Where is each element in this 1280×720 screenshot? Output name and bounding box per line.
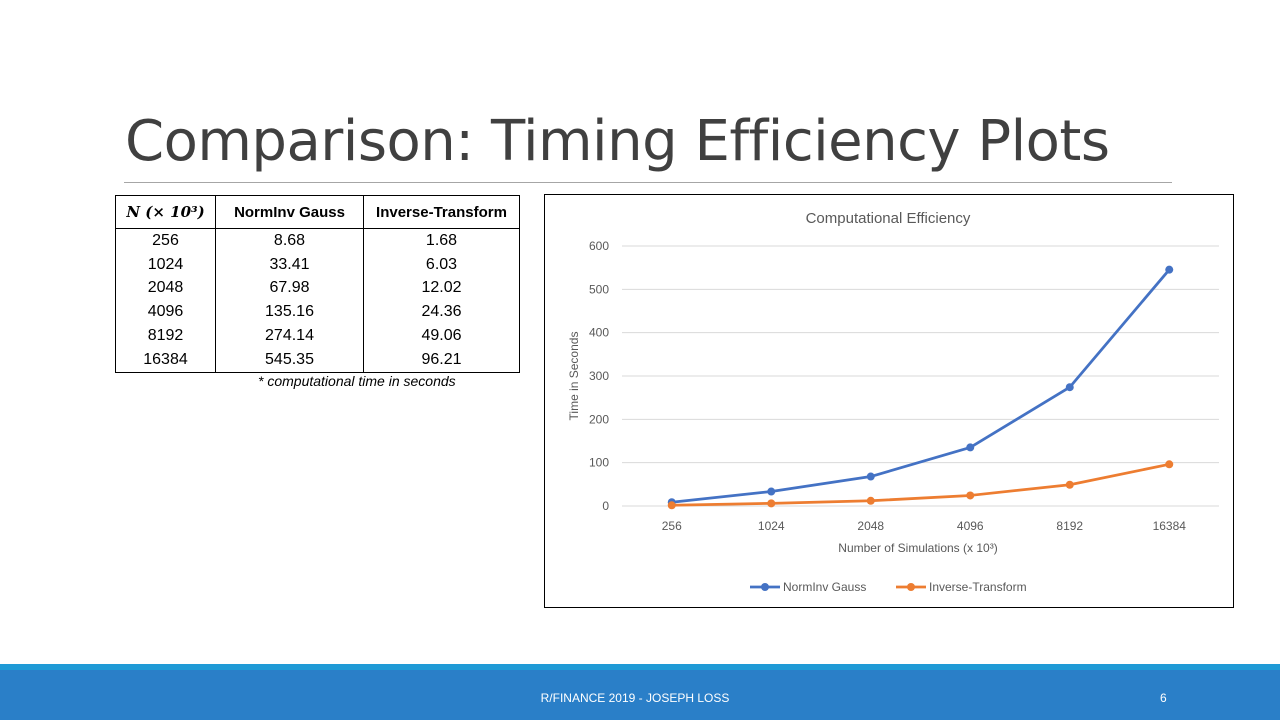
table-cell-inverse: 24.36 [363, 300, 520, 325]
table-cell-inverse: 12.02 [363, 276, 520, 301]
page-number: 6 [1160, 691, 1167, 705]
x-tick-label: 1024 [758, 519, 785, 533]
footer-bar: R/FINANCE 2019 - JOSEPH LOSS 6 [0, 664, 1280, 720]
data-point [1165, 265, 1174, 274]
y-tick-label: 500 [589, 282, 609, 296]
efficiency-chart: Computational Efficiency 0 100 200 300 400 50… [544, 194, 1234, 608]
y-tick-label: 200 [589, 412, 609, 426]
footer-accent-strip [0, 664, 1280, 670]
table-cell-gauss: 545.35 [215, 347, 364, 373]
x-tick-label: 256 [662, 519, 682, 533]
y-axis-label: Time in Seconds [567, 332, 581, 421]
y-tick-label: 100 [589, 456, 609, 470]
table-row: 8192 274.14 49.06 [115, 324, 520, 348]
x-tick-label: 8192 [1056, 519, 1083, 533]
timing-table: N (× 10³) NormInv Gauss Inverse-Transfor… [115, 195, 520, 373]
table-header-normingauss: NormInv Gauss [215, 195, 364, 229]
x-tick-label: 4096 [957, 519, 984, 533]
legend-label: Inverse-Transform [929, 580, 1027, 594]
data-point [767, 499, 776, 508]
table-cell-n: 256 [115, 228, 216, 253]
table-cell-n: 8192 [115, 324, 216, 348]
table-cell-inverse: 1.68 [363, 228, 520, 253]
x-axis-label: Number of Simulations (x 10³) [838, 541, 997, 555]
table-cell-n: 4096 [115, 300, 216, 325]
data-point [767, 487, 776, 496]
table-cell-inverse: 96.21 [363, 347, 520, 373]
chart-title: Computational Efficiency [806, 210, 971, 227]
x-tick-label: 2048 [857, 519, 884, 533]
slide-title: Comparison: Timing Efficiency Plots [125, 109, 1110, 174]
table-header-inverse-transform: Inverse-Transform [363, 195, 520, 229]
table-cell-gauss: 67.98 [215, 276, 364, 301]
table-row: 16384 545.35 96.21 [115, 347, 520, 373]
legend-label: NormInv Gauss [783, 580, 866, 594]
legend-swatch-marker [761, 583, 769, 591]
data-point [966, 443, 975, 452]
table-header-row: N (× 10³) NormInv Gauss Inverse-Transfor… [115, 195, 520, 229]
y-tick-label: 300 [589, 369, 609, 383]
data-point [1065, 383, 1074, 392]
table-cell-gauss: 274.14 [215, 324, 364, 348]
table-header-n: N (× 10³) [115, 195, 216, 229]
data-point [1165, 460, 1174, 469]
data-point [1065, 480, 1074, 489]
table-cell-n: 16384 [115, 347, 216, 373]
data-point [866, 496, 875, 505]
table-row: 1024 33.41 6.03 [115, 252, 520, 277]
table-cell-inverse: 6.03 [363, 252, 520, 277]
y-tick-label: 0 [602, 499, 609, 513]
y-tick-label: 600 [589, 239, 609, 253]
table-footnote: * computational time in seconds [258, 373, 456, 389]
x-tick-label: 16384 [1153, 519, 1187, 533]
legend-swatch-marker [907, 583, 915, 591]
table-cell-inverse: 49.06 [363, 324, 520, 348]
table-cell-n: 2048 [115, 276, 216, 301]
table-cell-gauss: 33.41 [215, 252, 364, 277]
series-line [671, 268, 1171, 504]
table-cell-gauss: 135.16 [215, 300, 364, 325]
table-cell-gauss: 8.68 [215, 228, 364, 253]
title-divider [124, 182, 1172, 183]
data-point [866, 472, 875, 481]
data-point [667, 501, 676, 510]
data-point [966, 491, 975, 500]
series-line [671, 462, 1170, 507]
chart-canvas: Computational Efficiency 0 100 200 300 400 50… [567, 210, 1219, 594]
y-tick-label: 400 [589, 326, 609, 340]
table-row: 2048 67.98 12.02 [115, 276, 520, 301]
table-row: 256 8.68 1.68 [115, 228, 520, 253]
footer-text: R/FINANCE 2019 - JOSEPH LOSS [540, 691, 730, 705]
table-cell-n: 1024 [115, 252, 216, 277]
table-row: 4096 135.16 24.36 [115, 300, 520, 325]
